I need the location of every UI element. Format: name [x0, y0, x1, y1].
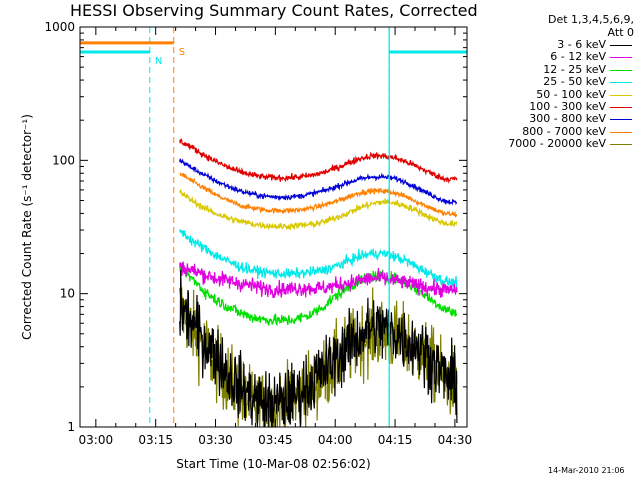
legend-entry: 800 - 7000 keV — [474, 124, 634, 138]
series-line — [179, 158, 458, 206]
legend-entry-label: 7000 - 20000 keV — [508, 137, 606, 151]
legend-entry-swatch — [610, 82, 632, 84]
legend-entry: 7000 - 20000 keV — [474, 137, 634, 151]
y-tick-label: 100 — [52, 153, 75, 167]
x-tick-label: 03:00 — [79, 433, 114, 447]
legend-entry-label: 300 - 800 keV — [529, 112, 606, 126]
legend-entry-swatch — [610, 45, 632, 46]
y-tick-label: 1000 — [44, 20, 75, 34]
legend: Det 1,3,4,5,6,9, Att 0 3 - 6 keV 6 - 12 k… — [474, 13, 634, 151]
series-line — [179, 138, 458, 184]
x-tick-label: 03:45 — [258, 433, 293, 447]
series-line — [179, 269, 458, 428]
legend-entries: 3 - 6 keV 6 - 12 keV 12 - 25 keV 25 - 50 ke… — [474, 38, 634, 151]
legend-header-line1: Det 1,3,4,5,6,9, — [547, 13, 634, 26]
x-axis-label: Start Time (10-Mar-08 02:56:02) — [176, 457, 370, 471]
y-tick-label: 10 — [60, 287, 75, 301]
legend-entry-swatch — [610, 144, 632, 146]
legend-entry-swatch — [610, 119, 632, 121]
ticks-layer: 03:00 03:15 03:30 03:45 04:00 04:15 04:30 1 10 10… — [44, 20, 472, 447]
chart-title: HESSI Observing Summary Count Rates, Cor… — [70, 1, 478, 20]
legend-entry-swatch — [610, 69, 632, 71]
legend-entry-swatch — [610, 94, 632, 96]
legend-entry: 25 - 50 keV — [474, 75, 634, 89]
y-tick-label: 1 — [67, 420, 75, 434]
legend-entry: 6 - 12 keV — [474, 51, 634, 63]
series-line — [179, 172, 458, 218]
legend-entry-label: 50 - 100 keV — [536, 87, 606, 101]
legend-entry-label: 6 - 12 keV — [550, 50, 606, 64]
y-axis-label: Corrected Count Rate (s⁻¹ detector⁻¹) — [20, 114, 34, 340]
x-tick-label: 04:00 — [318, 433, 353, 447]
generation-timestamp: 14-Mar-2010 21:06 — [548, 466, 625, 475]
legend-entry-label: 3 - 6 keV — [557, 38, 606, 51]
legend-entry-swatch — [610, 131, 632, 133]
series-line — [179, 229, 458, 290]
legend-entry: 50 - 100 keV — [474, 87, 634, 101]
series-line — [179, 261, 458, 299]
legend-header-line2: Att 0 — [607, 26, 634, 39]
x-tick-label: 04:30 — [438, 433, 473, 447]
legend-entry: 300 - 800 keV — [474, 113, 634, 125]
legend-entry-label: 100 - 300 keV — [529, 99, 606, 113]
state-bars-layer: NS — [80, 27, 467, 427]
state-bar-label: N — [155, 56, 162, 67]
legend-entry-label: 25 - 50 keV — [543, 75, 606, 89]
series-layer — [179, 138, 458, 429]
axes-frame — [79, 26, 468, 428]
legend-entry: 3 - 6 keV — [474, 38, 634, 51]
legend-entry-swatch — [610, 57, 632, 59]
legend-entry-label: 800 - 7000 keV — [522, 124, 606, 138]
state-bar-label: S — [179, 47, 185, 58]
x-tick-label: 03:15 — [138, 433, 173, 447]
x-tick-label: 04:15 — [378, 433, 413, 447]
legend-entry-label: 12 - 25 keV — [543, 62, 606, 76]
series-line — [179, 261, 458, 327]
series-line — [179, 189, 458, 231]
x-tick-label: 03:30 — [198, 433, 233, 447]
legend-entry: 100 - 300 keV — [474, 99, 634, 113]
legend-entry: 12 - 25 keV — [474, 62, 634, 76]
legend-entry-swatch — [610, 106, 632, 108]
